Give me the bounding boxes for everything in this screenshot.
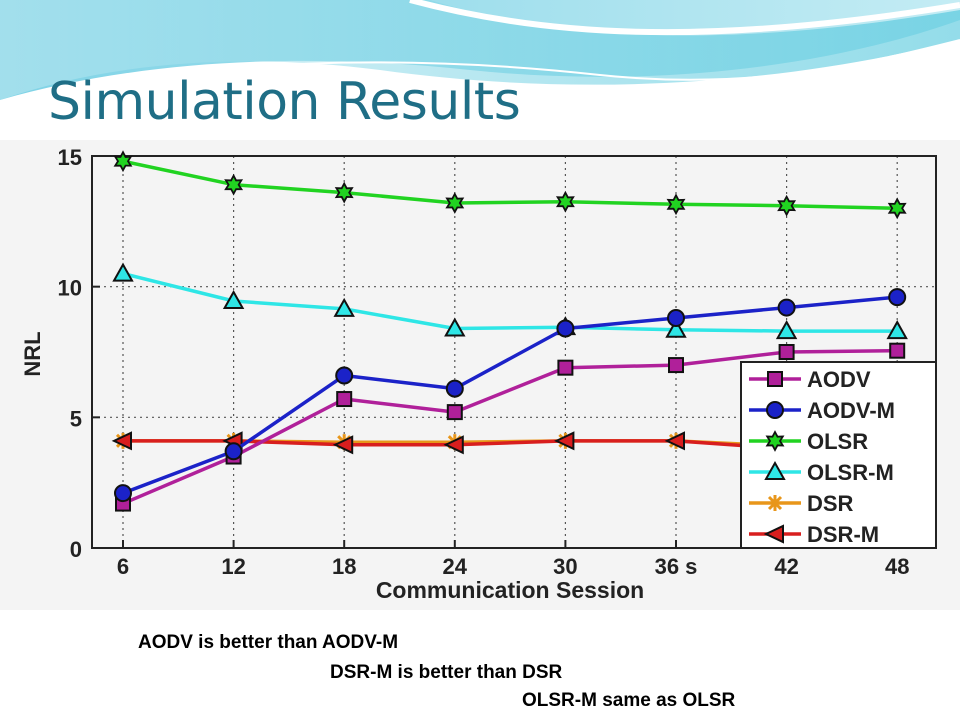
point-olsr-7	[887, 197, 907, 220]
legend-label-aodv: AODV	[807, 367, 871, 392]
y-tick-label-0: 0	[70, 537, 82, 562]
point-aodv-3	[446, 404, 463, 421]
legend-label-olsr: OLSR	[807, 429, 868, 454]
x-tick-label-36-s: 36 s	[655, 554, 698, 579]
legend-marker-dsr	[767, 495, 783, 511]
point-aodv-m-3	[445, 379, 464, 398]
point-aodv-4	[557, 359, 574, 376]
point-olsr-0	[113, 150, 133, 173]
nrl-line-chart: 0 5 10 15 6 12 18 24 30 36 s 42 48 NRL Communicati…	[0, 140, 960, 610]
point-aodv-5	[668, 357, 684, 374]
point-olsr-m-7	[886, 320, 908, 340]
plot-area-frame	[91, 155, 937, 549]
series-olsr-m	[112, 262, 908, 340]
banner-white-stripe	[409, 0, 960, 36]
x-tick-label-30: 30	[553, 554, 577, 579]
y-tick-label-5: 5	[70, 406, 82, 431]
point-dsr-m-2	[332, 435, 354, 455]
series-aodv-m	[114, 288, 907, 503]
point-aodv-6	[778, 344, 795, 360]
x-axis: 6 12 18 24 30 36 s 42 48	[117, 540, 909, 579]
point-olsr-6	[777, 194, 797, 217]
legend-marker-olsr	[765, 430, 785, 452]
y-tick-label-10: 10	[58, 276, 82, 301]
legend-label-dsr: DSR	[807, 491, 854, 516]
point-aodv-2	[336, 391, 353, 408]
x-tick-label-48: 48	[885, 554, 909, 579]
legend-box	[740, 361, 937, 549]
legend-label-aodv-m: AODV-M	[807, 398, 895, 423]
point-olsr-m-5	[665, 318, 687, 338]
legend-marker-dsr-stroke-3	[767, 495, 783, 511]
point-aodv-m-7	[888, 288, 907, 307]
point-olsr-1	[224, 173, 244, 196]
y-axis-label: NRL	[20, 331, 45, 376]
banner-wave-front	[0, 0, 960, 100]
point-olsr-m-1	[222, 290, 245, 310]
legend-label-dsr-m: DSR-M	[807, 522, 879, 547]
point-dsr-m-3	[443, 435, 464, 455]
point-aodv-m-2	[335, 366, 354, 385]
legend-marker-olsr-m	[764, 460, 786, 480]
x-tick-label-12: 12	[221, 554, 245, 579]
series-line-aodv-m	[122, 295, 898, 495]
y-axis: 0 5 10 15	[58, 145, 100, 562]
note-olsr: OLSR-M same as OLSR	[522, 690, 736, 711]
point-dsr-m-5	[664, 431, 685, 451]
x-tick-label-6: 6	[117, 554, 129, 579]
legend-marker-dsr-m	[763, 524, 784, 544]
note-dsr: DSR-M is better than DSR	[330, 662, 563, 683]
header-wave-banner	[0, 0, 960, 105]
point-dsr-m-4	[554, 431, 575, 451]
note-aodv: AODV is better than AODV-M	[138, 632, 399, 653]
point-dsr-m-0	[111, 431, 132, 451]
point-olsr-3	[445, 192, 465, 214]
x-tick-label-42: 42	[774, 554, 798, 579]
series-line-olsr	[122, 159, 898, 211]
point-olsr-m-0	[112, 262, 134, 282]
point-aodv-m-6	[777, 298, 796, 317]
series-olsr	[113, 150, 907, 220]
series-line-aodv	[122, 348, 898, 506]
point-aodv-7	[889, 342, 906, 359]
y-tick-label-15: 15	[58, 145, 82, 170]
point-olsr-m-3	[444, 317, 466, 337]
point-aodv-m-4	[556, 319, 575, 338]
point-olsr-m-2	[333, 297, 355, 317]
x-axis-label: Communication Session	[376, 577, 644, 603]
point-olsr-2	[334, 181, 354, 204]
point-olsr-5	[666, 193, 686, 216]
point-aodv-m-0	[114, 484, 132, 503]
legend-label-olsr-m: OLSR-M	[807, 460, 894, 485]
point-aodv-m-5	[667, 309, 685, 328]
banner-thin-line	[0, 39, 960, 105]
point-aodv-m-1	[224, 442, 243, 461]
legend-marker-aodv-m	[766, 401, 784, 419]
x-tick-label-18: 18	[332, 554, 356, 579]
slide-title: Simulation Results	[48, 72, 521, 132]
point-olsr-4	[555, 190, 575, 213]
x-tick-label-24: 24	[443, 554, 468, 579]
legend-marker-aodv	[767, 371, 783, 387]
point-olsr-m-6	[775, 320, 798, 340]
series-line-olsr-m	[122, 271, 898, 333]
chart-legend: AODV AODV-M OLSR OLSR-M DSR DSR-M	[740, 361, 937, 549]
